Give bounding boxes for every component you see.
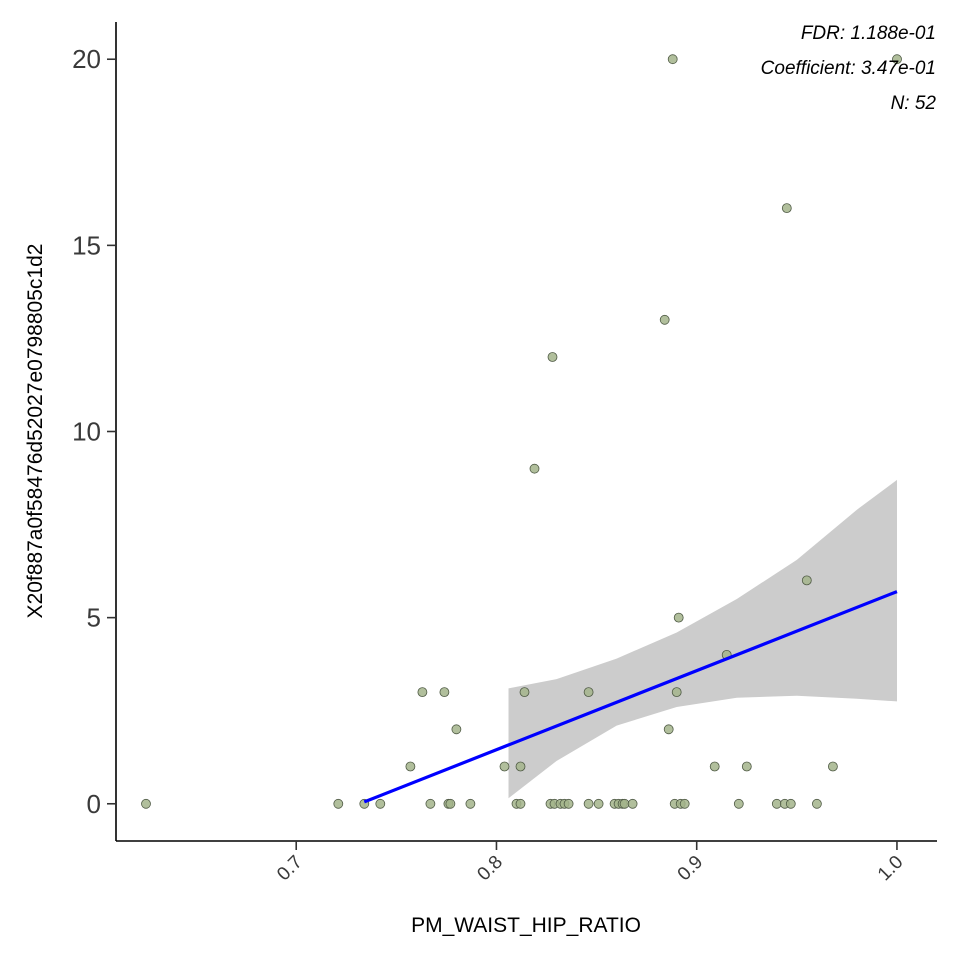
data-point (627, 798, 638, 809)
data-point (515, 798, 526, 809)
fit-line (363, 590, 898, 804)
data-point (405, 761, 416, 772)
y-tick-label: 10 (72, 417, 101, 447)
y-tick-label: 15 (72, 230, 101, 260)
data-point (375, 798, 386, 809)
data-point (785, 798, 796, 809)
data-point (671, 687, 682, 697)
data-point (451, 724, 462, 735)
fit-line-layer (363, 590, 898, 804)
x-tick-label: 0.8 (473, 852, 507, 886)
data-point (499, 761, 510, 772)
data-point (519, 687, 530, 697)
data-point (659, 314, 670, 325)
data-point (417, 687, 428, 697)
data-point (465, 798, 476, 809)
data-point (529, 463, 540, 474)
coefficient-annotation: Coefficient: 3.47e-01 (761, 58, 936, 79)
n-annotation: N: 52 (891, 93, 937, 114)
data-point (667, 54, 678, 65)
y-tick-label: 0 (87, 789, 101, 819)
data-point (445, 798, 456, 809)
data-point (547, 352, 558, 362)
x-tick-label: 1.0 (874, 852, 908, 886)
data-point (828, 761, 838, 772)
stats-annotation: FDR: 1.188e-01 Coefficient: 3.47e-01 N: … (761, 23, 937, 114)
x-ticks: 0.7 0.8 0.9 1.0 (273, 841, 907, 885)
confidence-band-layer (508, 479, 897, 799)
data-point (673, 612, 684, 623)
data-point (593, 798, 604, 809)
data-point (892, 54, 902, 65)
data-point (333, 798, 344, 809)
data-point (583, 798, 594, 809)
data-point (801, 575, 812, 586)
x-axis-title: PM_WAIST_HIP_RATIO (411, 914, 641, 937)
fdr-annotation: FDR: 1.188e-01 (801, 23, 936, 44)
data-point (733, 798, 744, 809)
confidence-band (508, 479, 897, 799)
data-point (812, 798, 822, 809)
data-point (663, 724, 674, 735)
data-point (141, 798, 151, 809)
data-point (679, 798, 690, 809)
data-point (781, 203, 792, 214)
points-layer (141, 54, 902, 809)
y-tick-label: 20 (72, 44, 101, 74)
data-point (563, 798, 574, 809)
y-ticks: 0 5 10 15 20 (72, 44, 116, 819)
data-point (425, 798, 436, 809)
data-point (741, 761, 752, 772)
y-axis-title: X20f887a0f58476d52027e0798805c1d2 (24, 244, 47, 619)
x-tick-label: 0.7 (273, 852, 307, 886)
data-point (439, 687, 450, 697)
data-point (583, 687, 594, 697)
data-point (709, 761, 720, 772)
data-point (515, 761, 526, 772)
x-tick-label: 0.9 (674, 852, 708, 886)
y-tick-label: 5 (87, 603, 101, 633)
